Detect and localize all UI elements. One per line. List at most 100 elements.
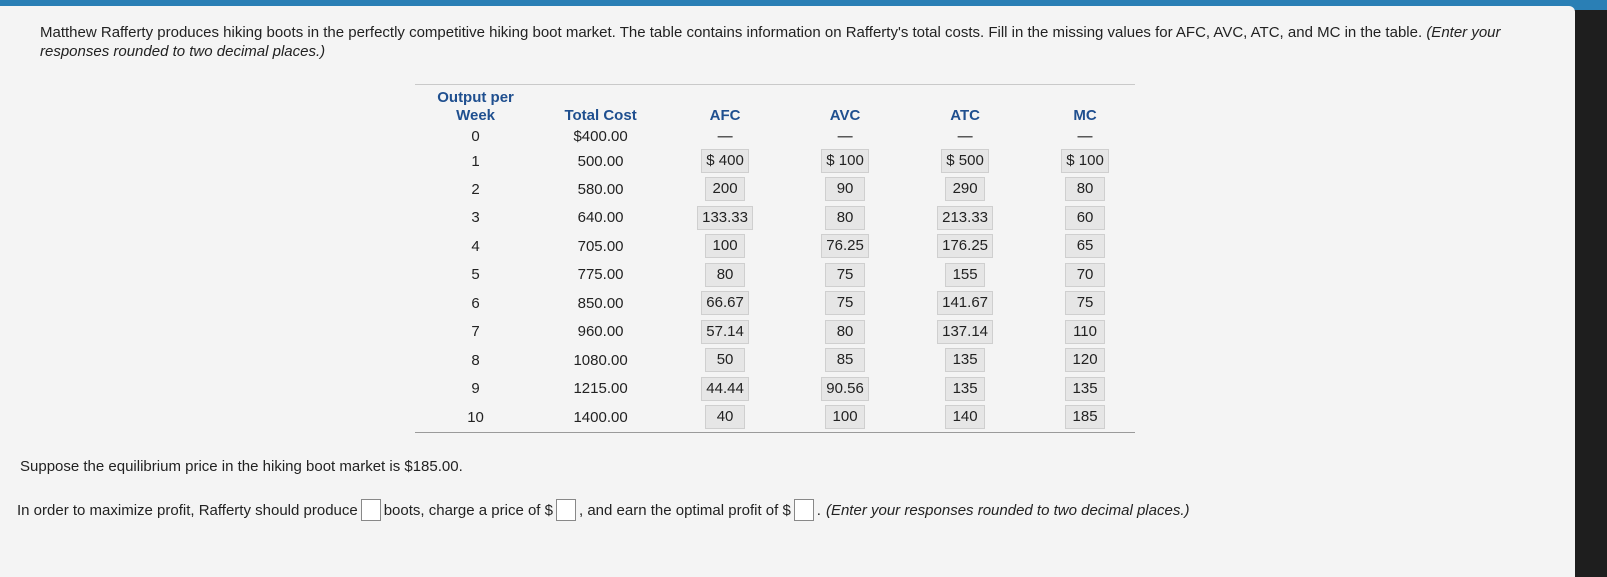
afc-cell: 133.33 <box>665 204 785 233</box>
afc-value-box: 200 <box>705 177 746 202</box>
output-value: 7 <box>471 323 480 341</box>
table-top-rule <box>415 84 1135 85</box>
table-row: 10 1400.00 40 100 140 185 <box>415 403 1145 432</box>
mc-cell: 185 <box>1025 403 1145 432</box>
table-row: 1 500.00 $ 400 $ 100 $ 500 $ 100 <box>415 147 1145 175</box>
atc-value-box: 135 <box>945 348 986 373</box>
answer-part4: . <box>816 501 821 519</box>
atc-cell: 135 <box>905 346 1025 375</box>
atc-cell: 155 <box>905 261 1025 290</box>
atc-value-box: 137.14 <box>937 319 994 344</box>
answer-part3: , and earn the optimal profit of $ <box>579 501 791 519</box>
output-value: 0 <box>471 127 480 145</box>
avc-cell: 75 <box>785 261 905 290</box>
price-input[interactable] <box>556 499 576 521</box>
header-avc: AVC <box>829 107 861 124</box>
output-cell: 7 <box>415 318 536 347</box>
avc-value-box: 90 <box>825 177 866 202</box>
atc-value-box: 155 <box>945 262 986 287</box>
avc-cell: 90 <box>785 175 905 204</box>
total-cost-value: 850.00 <box>577 294 624 312</box>
afc-value-box: 66.67 <box>701 291 749 316</box>
atc-cell: 290 <box>905 175 1025 204</box>
avc-value-box: 75 <box>825 291 866 316</box>
atc-cell: $ 500 <box>905 147 1025 175</box>
avc-cell: 85 <box>785 346 905 375</box>
atc-value-box: 176.25 <box>937 234 994 259</box>
total-cost-value: 500.00 <box>577 152 624 170</box>
mc-cell: 80 <box>1025 175 1145 204</box>
answer-part1: In order to maximize profit, Rafferty sh… <box>17 501 358 519</box>
total-cost-value: $400.00 <box>573 127 628 145</box>
question-instruction: (Enter your responses rounded to two dec… <box>40 24 1501 60</box>
profit-input[interactable] <box>793 499 814 521</box>
output-cell: 5 <box>415 261 536 290</box>
quantity-input[interactable] <box>360 499 381 521</box>
header-afc: AFC <box>709 107 741 124</box>
avc-cell: 75 <box>785 289 905 318</box>
total-cost-cell: 1215.00 <box>536 375 665 404</box>
afc-cell: 57.14 <box>665 318 785 347</box>
atc-cell: 140 <box>905 403 1025 432</box>
atc-value-box: 140 <box>945 405 986 430</box>
question-body: Matthew Rafferty produces hiking boots i… <box>40 24 1423 41</box>
table-row: 9 1215.00 44.44 90.56 135 135 <box>415 375 1145 404</box>
mc-value-box: 80 <box>1065 177 1106 202</box>
table-header-row: Output per Week Total Cost AFC AVC ATC M… <box>415 85 1145 125</box>
afc-cell: 80 <box>665 261 785 290</box>
table-row: 4 705.00 100 76.25 176.25 65 <box>415 232 1145 261</box>
output-value: 5 <box>471 266 480 284</box>
total-cost-value: 1400.00 <box>573 408 628 426</box>
output-cell: 1 <box>415 147 536 175</box>
avc-value: — <box>837 127 853 145</box>
total-cost-value: 580.00 <box>577 180 624 198</box>
output-value: 4 <box>471 237 480 255</box>
avc-value-box: 75 <box>825 262 866 287</box>
afc-cell: 66.67 <box>665 289 785 318</box>
total-cost-value: 1215.00 <box>573 380 628 398</box>
atc-cell: 135 <box>905 375 1025 404</box>
mc-value-box: 60 <box>1065 205 1106 230</box>
answer-sentence: In order to maximize profit, Rafferty sh… <box>17 499 1189 521</box>
afc-cell: 44.44 <box>665 375 785 404</box>
table-body: 0 $400.00— — — —1 500.00 $ 400 $ 100 $ 500 $ 100 2… <box>415 125 1145 432</box>
afc-cell: 40 <box>665 403 785 432</box>
top-bar <box>0 0 1607 10</box>
header-atc: ATC <box>950 107 980 124</box>
afc-value: — <box>717 127 733 145</box>
mc-cell: 75 <box>1025 289 1145 318</box>
output-cell: 8 <box>415 346 536 375</box>
table-row: 2 580.00 200 90 290 80 <box>415 175 1145 204</box>
table-row: 5 775.00 80 75 155 70 <box>415 261 1145 290</box>
mc-cell: 135 <box>1025 375 1145 404</box>
avc-value-box: 80 <box>825 205 866 230</box>
mc-cell: — <box>1025 125 1145 147</box>
question-text: Matthew Rafferty produces hiking boots i… <box>40 23 1520 61</box>
avc-cell: 90.56 <box>785 375 905 404</box>
avc-cell: — <box>785 125 905 147</box>
output-cell: 2 <box>415 175 536 204</box>
output-value: 9 <box>471 380 480 398</box>
mc-value-box: 135 <box>1065 376 1106 401</box>
total-cost-cell: $400.00 <box>536 125 665 147</box>
mc-cell: 60 <box>1025 204 1145 233</box>
mc-cell: 65 <box>1025 232 1145 261</box>
mc-value: — <box>1077 127 1093 145</box>
avc-value-box: 100 <box>825 405 866 430</box>
total-cost-value: 1080.00 <box>573 351 628 369</box>
output-cell: 6 <box>415 289 536 318</box>
total-cost-cell: 500.00 <box>536 147 665 175</box>
mc-value-box: 65 <box>1065 234 1106 259</box>
atc-cell: 141.67 <box>905 289 1025 318</box>
cost-table-wrapper: Output per Week Total Cost AFC AVC ATC M… <box>415 84 1135 433</box>
afc-cell: $ 400 <box>665 147 785 175</box>
avc-value-box: 85 <box>825 348 866 373</box>
header-mc: MC <box>1073 107 1097 124</box>
avc-cell: 100 <box>785 403 905 432</box>
total-cost-cell: 1400.00 <box>536 403 665 432</box>
afc-cell: 100 <box>665 232 785 261</box>
avc-cell: 80 <box>785 204 905 233</box>
output-cell: 9 <box>415 375 536 404</box>
total-cost-value: 775.00 <box>577 266 624 284</box>
afc-value-box: 50 <box>705 348 746 373</box>
